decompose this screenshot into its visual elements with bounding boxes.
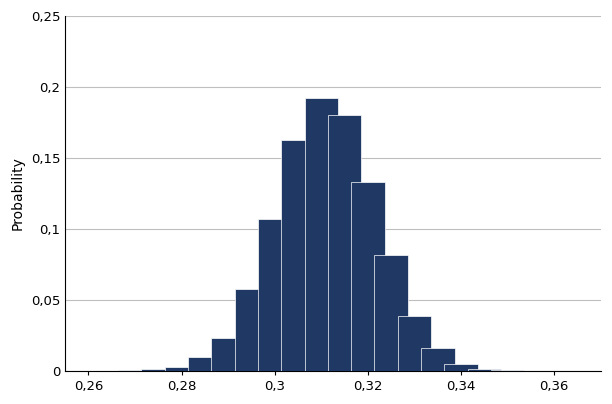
- Bar: [118, 370, 152, 371]
- Bar: [468, 369, 501, 371]
- Bar: [398, 316, 431, 371]
- Bar: [375, 255, 408, 371]
- Bar: [491, 370, 524, 371]
- Bar: [141, 369, 175, 371]
- Bar: [282, 139, 315, 371]
- Y-axis label: Probability: Probability: [11, 156, 25, 230]
- Bar: [444, 364, 478, 371]
- Bar: [234, 288, 268, 371]
- Bar: [165, 366, 198, 371]
- Bar: [258, 219, 291, 371]
- Bar: [188, 357, 222, 371]
- Bar: [421, 348, 455, 371]
- Bar: [351, 182, 385, 371]
- Bar: [305, 99, 338, 371]
- Bar: [211, 338, 245, 371]
- Bar: [328, 116, 361, 371]
